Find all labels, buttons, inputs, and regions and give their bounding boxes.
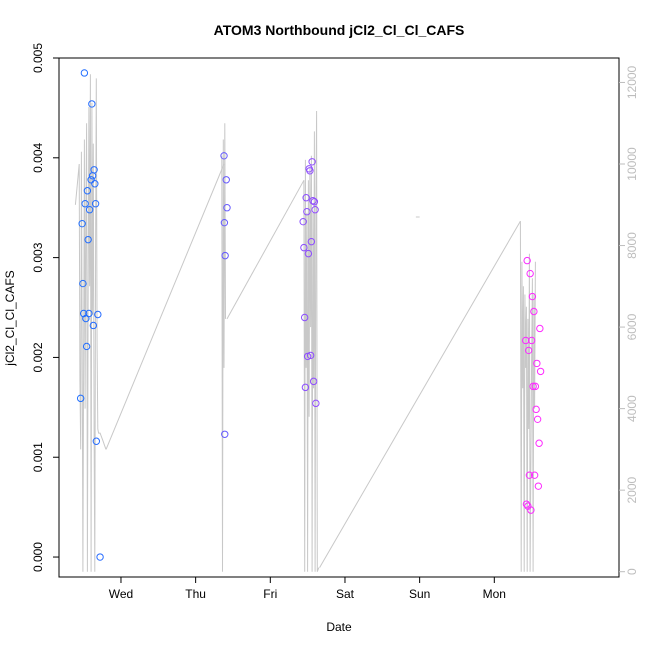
data-point [91, 200, 100, 208]
data-point [529, 382, 537, 391]
y2-tick-label: 10000 [625, 147, 639, 181]
y-axis: 0.000 0.001 0.002 0.003 0.004 0.005 [31, 43, 59, 572]
data-point [85, 206, 94, 214]
data-point [312, 399, 320, 408]
data-point [536, 367, 545, 376]
data-point [302, 194, 310, 202]
data-point [96, 553, 104, 561]
data-point [524, 346, 533, 355]
y-tick-label: 0.005 [31, 43, 45, 73]
data-point [536, 324, 544, 333]
right-y-axis: 0 2000 4000 6000 8000 10000 12000 [619, 65, 639, 575]
x-tick-label: Wed [109, 587, 133, 601]
data-point [220, 152, 228, 160]
y2-tick-label: 2000 [625, 476, 639, 503]
y2-tick-label: 6000 [625, 313, 639, 340]
data-point [221, 430, 229, 438]
altitude-trace [74, 74, 536, 572]
data-point [311, 206, 319, 214]
altitude-transit-line [319, 220, 521, 568]
y-tick-label: 0.003 [31, 242, 45, 272]
data-point [527, 336, 536, 345]
data-point [91, 180, 99, 188]
data-point [84, 235, 92, 244]
data-point [303, 208, 311, 216]
data-point [523, 256, 531, 265]
data-point [301, 383, 310, 392]
data-point [90, 166, 98, 174]
data-point [88, 100, 96, 108]
x-tick-label: Fri [263, 587, 277, 601]
data-point [87, 176, 95, 184]
data-point [83, 187, 92, 195]
data-point [530, 307, 538, 316]
x-tick-label: Thu [185, 587, 206, 601]
data-point [306, 167, 314, 175]
data-point [526, 269, 534, 278]
data-point [221, 251, 229, 260]
data-point [82, 342, 91, 351]
y-tick-label: 0.004 [31, 142, 45, 172]
altitude-line-layer [74, 74, 536, 572]
data-point [531, 382, 540, 391]
y-tick-label: 0.002 [31, 342, 45, 372]
y-tick-label: 0.001 [31, 442, 45, 472]
data-point [92, 437, 101, 445]
data-point [306, 351, 315, 360]
data-point-layer [76, 69, 545, 561]
data-point [300, 313, 309, 322]
data-point [534, 482, 543, 490]
x-axis-label: Date [326, 620, 352, 634]
data-point [528, 292, 537, 301]
data-point [310, 198, 319, 206]
data-point [81, 200, 89, 208]
plot-frame [58, 57, 620, 578]
x-tick-label: Sun [409, 587, 430, 601]
data-point [94, 310, 102, 319]
data-point [220, 218, 229, 227]
data-point [304, 249, 313, 258]
data-point [309, 197, 317, 205]
data-point [533, 359, 541, 368]
data-point [80, 69, 89, 77]
y-axis-label: jCl2_Cl_Cl_CAFS [3, 270, 17, 366]
data-point [309, 377, 318, 386]
altitude-transit-line [105, 163, 225, 450]
y2-tick-label: 0 [625, 568, 639, 575]
data-point [532, 405, 540, 414]
chart-title: ATOM3 Northbound jCl2_Cl_Cl_CAFS [214, 22, 465, 38]
altitude-transit-line [226, 180, 305, 320]
data-point [527, 506, 535, 514]
x-tick-label: Mon [483, 587, 506, 601]
data-point [85, 309, 93, 318]
y2-tick-label: 8000 [625, 232, 639, 259]
data-point [522, 500, 531, 508]
x-tick-label: Sat [336, 587, 355, 601]
data-point [300, 243, 308, 252]
data-point [223, 204, 231, 212]
y-tick-label: 0.000 [31, 542, 45, 572]
x-axis: Wed Thu Fri Sat Sun Mon [109, 577, 506, 601]
y2-tick-label: 12000 [625, 65, 639, 99]
data-point [535, 439, 543, 447]
data-point [303, 352, 312, 361]
y2-tick-label: 4000 [625, 395, 639, 422]
data-point [525, 471, 534, 479]
data-point [530, 471, 539, 479]
data-point [89, 321, 98, 330]
data-point [222, 176, 230, 184]
data-point [307, 237, 316, 246]
data-point [78, 219, 86, 228]
data-point [299, 217, 307, 226]
data-point [79, 279, 87, 288]
data-point [308, 158, 316, 166]
data-point [76, 394, 85, 403]
data-point [533, 415, 542, 424]
